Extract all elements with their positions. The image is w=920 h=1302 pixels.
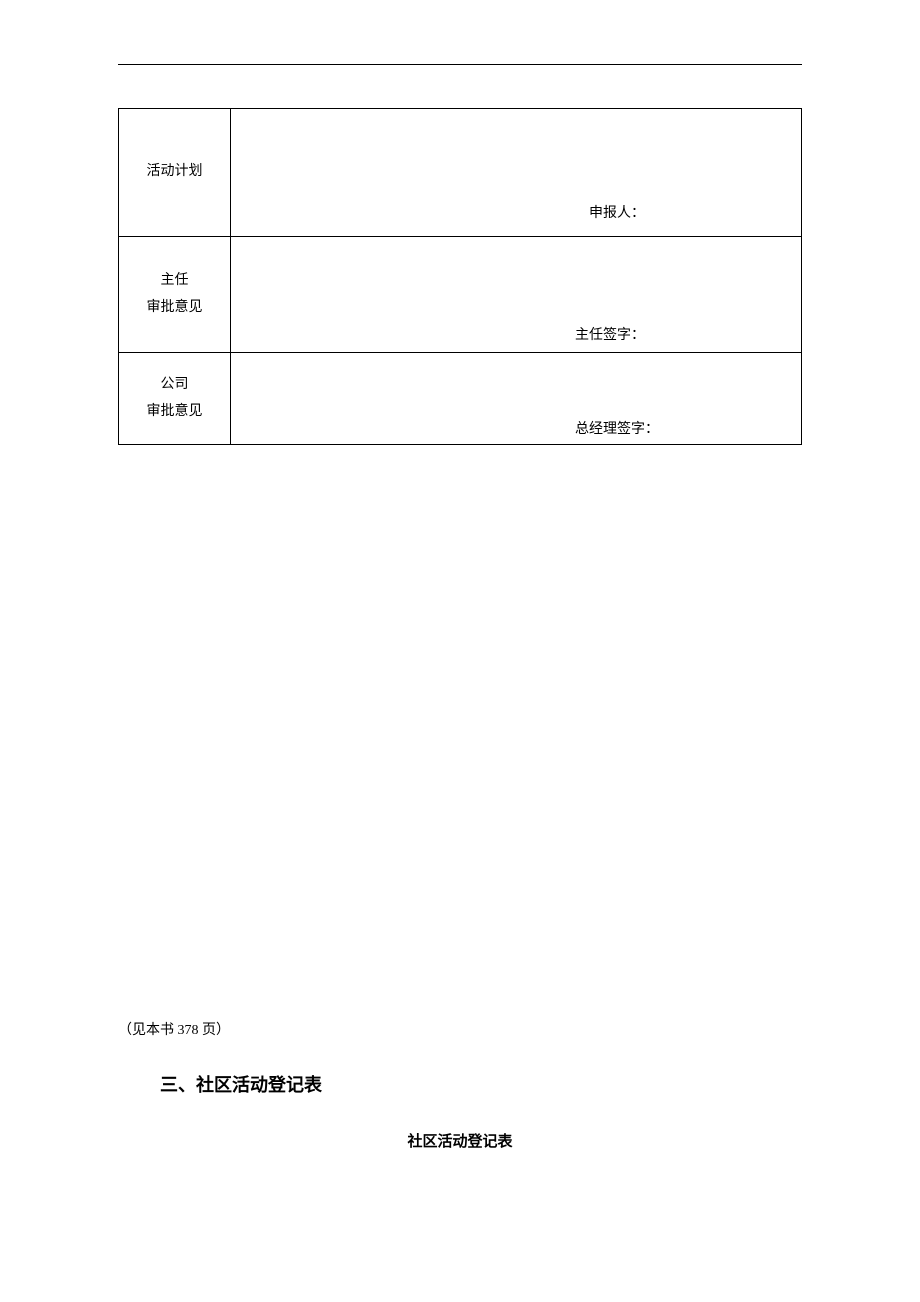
footer-note: （见本书 378 页）	[118, 1019, 230, 1039]
row-label-cell: 主任审批意见	[119, 237, 231, 353]
table-row: 活动计划申报人：	[119, 109, 802, 237]
row-label-cell: 公司审批意见	[119, 353, 231, 445]
row-label-cell: 活动计划	[119, 109, 231, 237]
sub-heading: 社区活动登记表	[0, 1130, 920, 1151]
row-content-cell: 申报人：	[231, 109, 802, 237]
signature-label: 主任签字：	[575, 324, 645, 344]
signature-label: 申报人：	[589, 202, 645, 222]
row-label-line: 活动计划	[147, 164, 203, 179]
section-heading: 三、社区活动登记表	[160, 1071, 322, 1097]
table-row: 公司审批意见总经理签字：	[119, 353, 802, 445]
row-label-line: 主任	[161, 273, 189, 288]
table-row: 主任审批意见主任签字：	[119, 237, 802, 353]
approval-table: 活动计划申报人：主任审批意见主任签字：公司审批意见总经理签字：	[118, 108, 802, 445]
signature-label: 总经理签字：	[575, 418, 659, 438]
row-content-cell: 总经理签字：	[231, 353, 802, 445]
top-horizontal-rule	[118, 64, 802, 65]
row-label-line: 审批意见	[147, 404, 203, 419]
row-content-cell: 主任签字：	[231, 237, 802, 353]
row-label-line: 审批意见	[147, 300, 203, 315]
approval-table-body: 活动计划申报人：主任审批意见主任签字：公司审批意见总经理签字：	[119, 109, 802, 445]
row-label-line: 公司	[161, 377, 189, 392]
